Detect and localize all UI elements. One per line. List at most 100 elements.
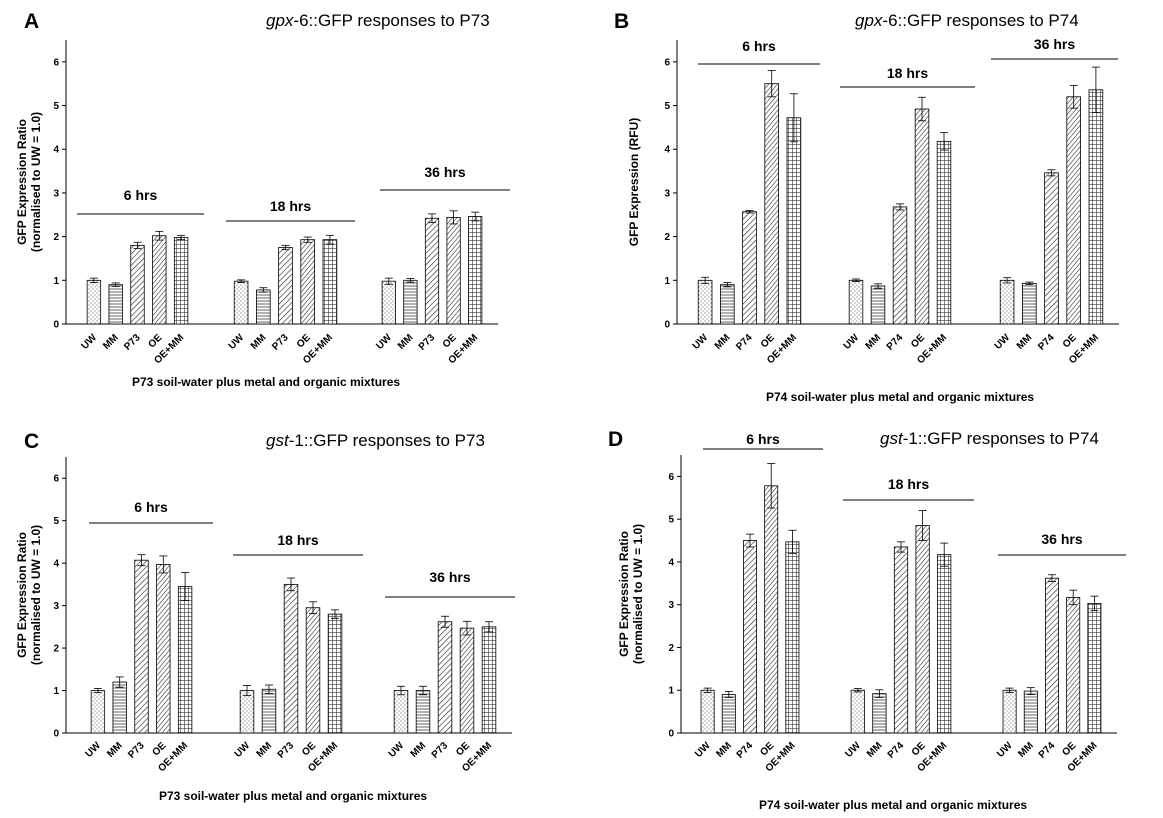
bar bbox=[261, 688, 277, 734]
category-label: UW bbox=[387, 740, 407, 760]
group-label: 6 hrs bbox=[134, 499, 168, 515]
x-axis-title: P73 soil-water plus metal and organic mi… bbox=[132, 375, 400, 389]
category-label: MM bbox=[396, 332, 416, 352]
category-label: MM bbox=[409, 740, 429, 760]
y-tick-label: 2 bbox=[664, 232, 670, 243]
category-label: UW bbox=[693, 740, 713, 760]
panel-c: C gst-1::GFP responses to P73 0 1 2 3 4 5 6GFP… bbox=[15, 430, 515, 803]
category-label: UW bbox=[691, 332, 711, 352]
panel-d-title: gst-1::GFP responses to P74 bbox=[880, 429, 1099, 448]
group-label: 18 hrs bbox=[887, 65, 928, 81]
category-label: P73 bbox=[270, 332, 291, 353]
bar bbox=[112, 681, 127, 734]
category-label: OE bbox=[909, 332, 927, 350]
category-label: P73 bbox=[122, 332, 143, 353]
category-label: OE bbox=[759, 332, 777, 350]
y-tick-label: 5 bbox=[53, 516, 59, 527]
panel-letter-a: A bbox=[24, 10, 39, 33]
y-tick-label: 2 bbox=[668, 643, 674, 654]
category-label: P73 bbox=[126, 740, 147, 761]
bar bbox=[177, 586, 193, 734]
bar bbox=[481, 626, 497, 734]
bar bbox=[937, 554, 952, 734]
category-label: OE bbox=[454, 740, 472, 758]
bar bbox=[697, 279, 713, 325]
bar bbox=[134, 559, 149, 734]
y-tick-label: 5 bbox=[668, 515, 674, 526]
bar bbox=[327, 613, 343, 734]
panel-b: B gpx-6::GFP responses to P74 0 1 2 3 4 5 6GFP… bbox=[614, 10, 1119, 404]
category-label: P74 bbox=[886, 740, 907, 761]
y-tick-label: 6 bbox=[53, 474, 59, 485]
y-tick-label: 1 bbox=[53, 276, 59, 287]
y-tick-label: 5 bbox=[53, 101, 59, 112]
bar bbox=[1066, 96, 1081, 325]
panel-d: D gst-1::GFP responses to P74 0 1 2 3 4 5 6GFP… bbox=[608, 428, 1126, 812]
bar bbox=[283, 583, 299, 734]
category-label: OE bbox=[300, 740, 318, 758]
category-label: P73 bbox=[417, 332, 438, 353]
x-axis-title: P74 soil-water plus metal and organic mi… bbox=[759, 798, 1027, 812]
bar bbox=[305, 607, 321, 734]
bar bbox=[173, 237, 189, 325]
y-axis-title: GFP Expression Ratio(normalised to UW = … bbox=[15, 525, 43, 665]
category-label: UW bbox=[993, 332, 1013, 352]
bar bbox=[156, 564, 171, 734]
bar bbox=[1044, 172, 1059, 325]
bar bbox=[914, 108, 930, 325]
bar bbox=[322, 239, 338, 325]
category-label: UW bbox=[842, 332, 862, 352]
category-label: P74 bbox=[734, 332, 755, 353]
y-tick-label: 4 bbox=[53, 145, 59, 156]
category-label: UW bbox=[374, 332, 394, 352]
bar bbox=[468, 216, 483, 325]
category-label: UW bbox=[843, 740, 863, 760]
bar bbox=[256, 289, 271, 325]
category-label: P74 bbox=[1036, 332, 1057, 353]
y-tick-label: 1 bbox=[53, 686, 59, 697]
bar bbox=[700, 689, 715, 734]
bar bbox=[393, 690, 409, 734]
group-label: 18 hrs bbox=[888, 476, 929, 492]
group-label: 36 hrs bbox=[1041, 531, 1082, 547]
y-tick-label: 0 bbox=[53, 729, 59, 740]
group-label: 6 hrs bbox=[742, 38, 776, 54]
y-tick-label: 2 bbox=[53, 232, 59, 243]
group-label: 6 hrs bbox=[124, 187, 158, 203]
bar bbox=[300, 239, 315, 325]
panel-letter-b: B bbox=[614, 10, 629, 33]
bar bbox=[720, 284, 735, 325]
bar bbox=[1022, 282, 1037, 325]
bar bbox=[936, 140, 952, 325]
bar bbox=[1023, 690, 1038, 734]
category-label: MM bbox=[101, 332, 121, 352]
category-label: UW bbox=[995, 740, 1015, 760]
bar bbox=[278, 247, 293, 325]
bar bbox=[999, 279, 1015, 325]
bar bbox=[152, 235, 167, 325]
category-label: UW bbox=[83, 740, 103, 760]
category-label: P73 bbox=[430, 740, 451, 761]
category-label: MM bbox=[864, 332, 884, 352]
category-label: MM bbox=[105, 740, 125, 760]
y-tick-label: 0 bbox=[664, 320, 670, 331]
y-axis-title: GFP Expression Ratio(normalised to UW = … bbox=[15, 112, 43, 252]
bar bbox=[785, 541, 800, 734]
panel-a: A gpx-6::GFP responses to P73 0 1 2 3 4 5 6GFP… bbox=[15, 10, 510, 389]
bar bbox=[786, 117, 802, 325]
category-label: MM bbox=[249, 332, 269, 352]
bar bbox=[892, 206, 908, 325]
y-tick-label: 2 bbox=[53, 644, 59, 655]
bar bbox=[721, 694, 736, 734]
panel-c-title: gst-1::GFP responses to P73 bbox=[266, 431, 485, 450]
bar bbox=[915, 525, 930, 734]
bar bbox=[848, 279, 864, 325]
category-label: OE bbox=[295, 332, 313, 350]
bar bbox=[1066, 597, 1081, 734]
category-label: UW bbox=[79, 332, 99, 352]
bar bbox=[108, 284, 123, 325]
bar bbox=[850, 689, 865, 734]
category-label: UW bbox=[233, 740, 253, 760]
bar bbox=[893, 546, 909, 734]
